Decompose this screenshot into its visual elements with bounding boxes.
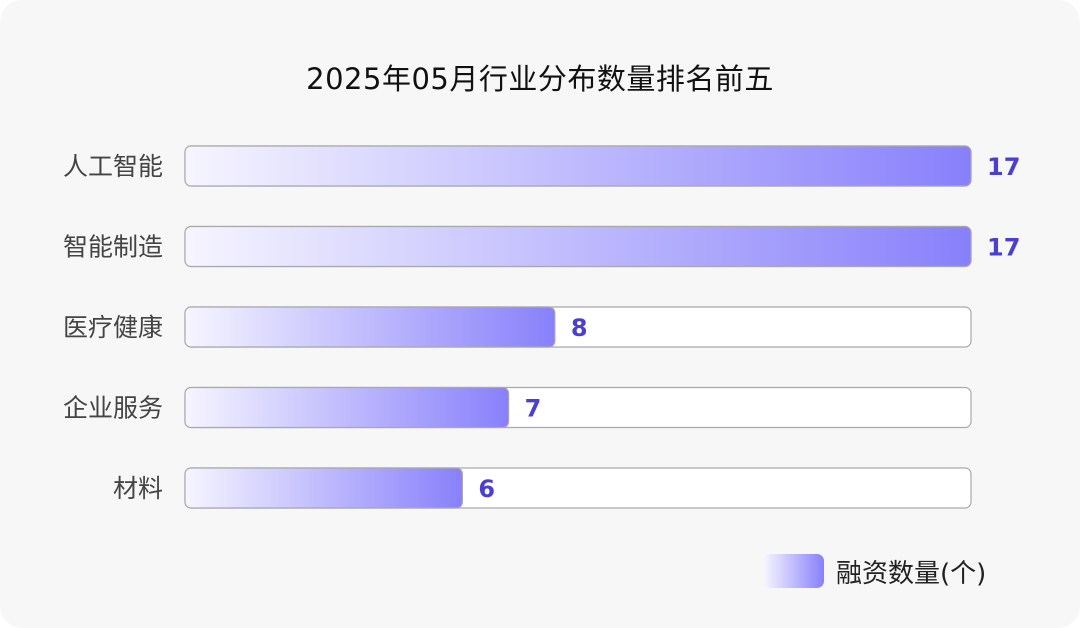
category-label: 医疗健康 [63,313,163,342]
legend-swatch [764,554,824,588]
bar [184,306,556,348]
bar [184,386,510,429]
value-label: 17 [987,153,1020,181]
value-label: 8 [571,314,588,342]
category-label: 企业服务 [63,394,163,423]
bar [184,145,972,187]
value-label: 17 [987,234,1020,262]
legend: 融资数量(个) [764,552,986,590]
bars-layer: 人工智能 17 智能制造 17 医疗健康 8 企业服务 7 材料 6 [63,145,1020,509]
chart-title: 2025年05月行业分布数量排名前五 [306,62,774,96]
legend-label: 融资数量(个) [836,558,987,589]
category-label: 智能制造 [63,233,163,262]
category-label: 材料 [113,474,163,503]
value-label: 7 [525,395,542,423]
bar [184,225,972,268]
value-label: 6 [478,475,495,503]
bar [184,467,464,509]
category-label: 人工智能 [63,152,163,181]
